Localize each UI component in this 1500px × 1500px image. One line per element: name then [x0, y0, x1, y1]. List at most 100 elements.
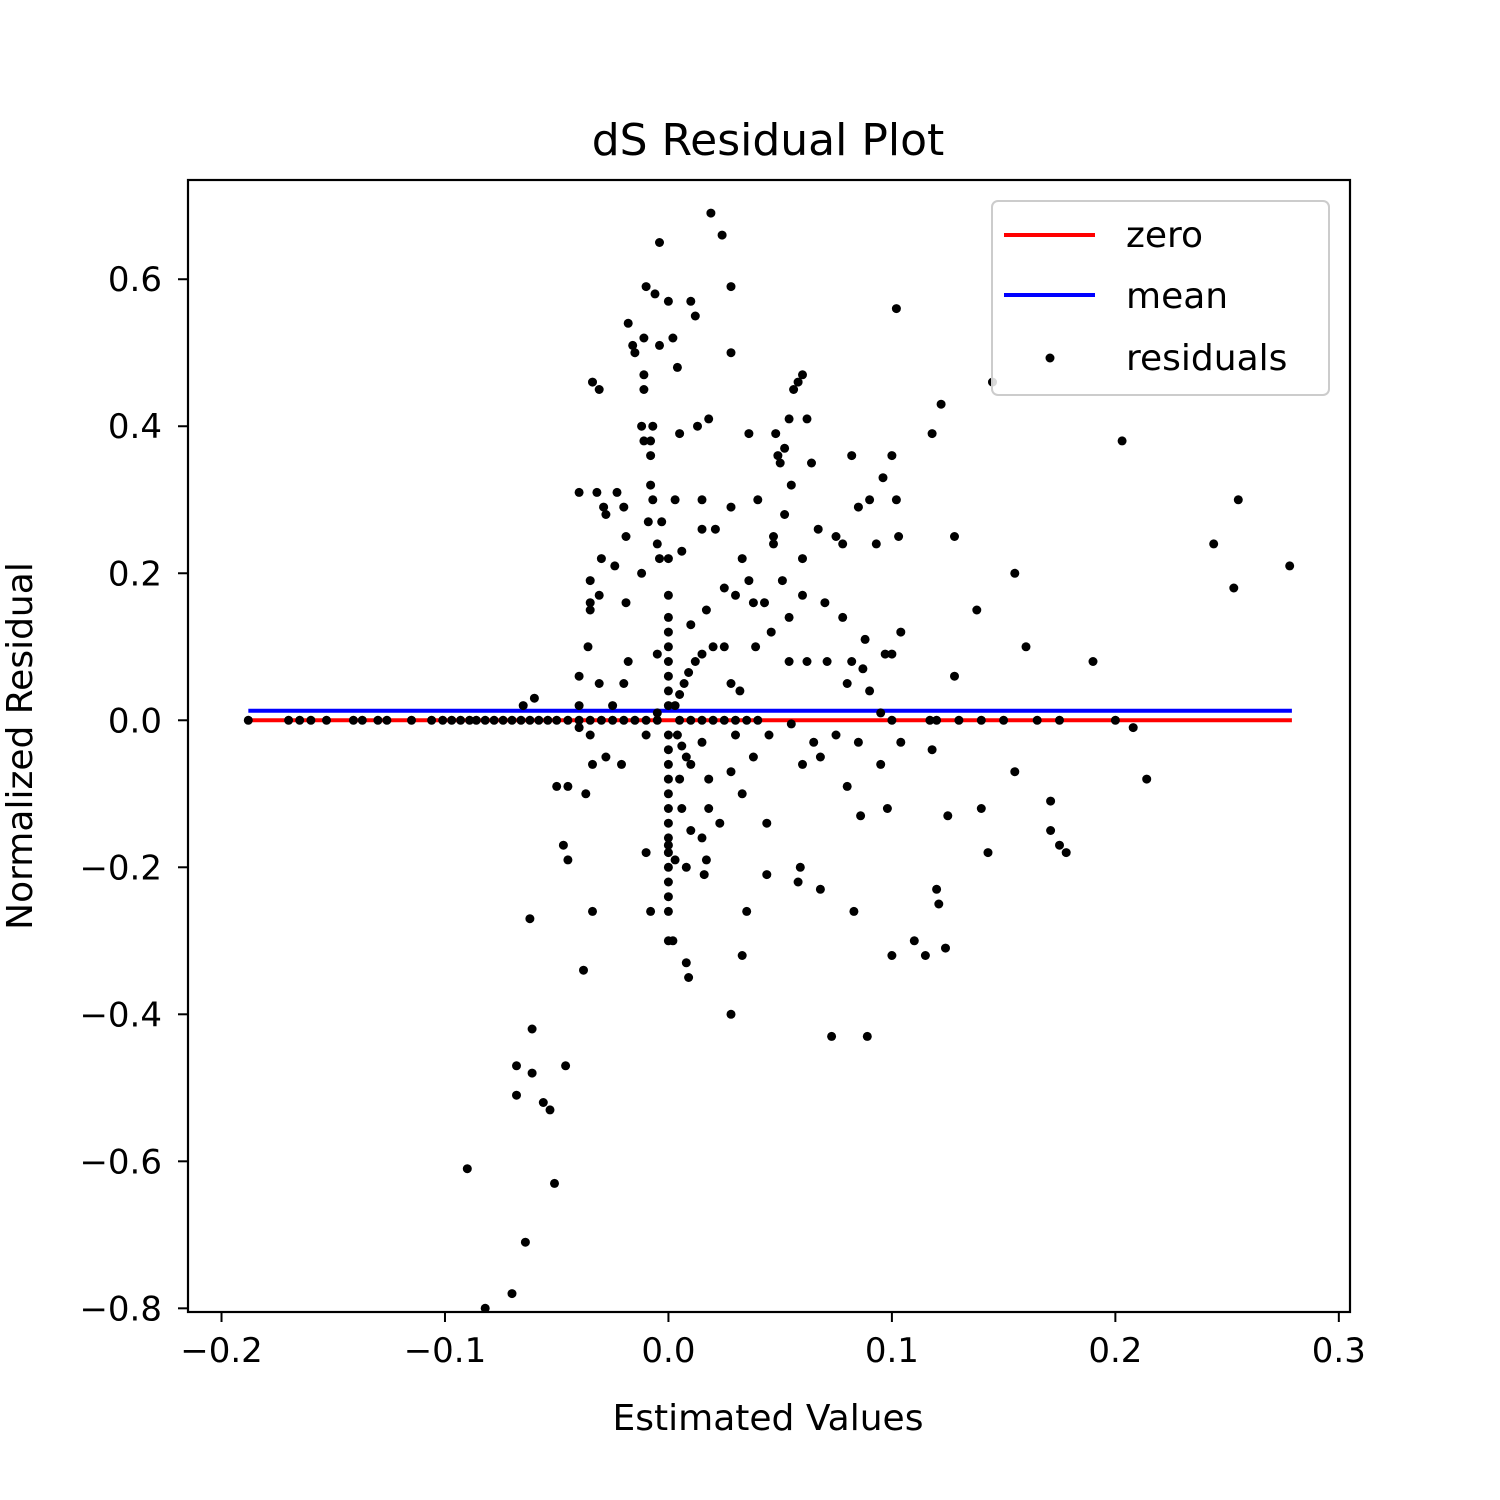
residual-point: [701, 605, 711, 615]
residual-point: [807, 458, 816, 468]
residual-point: [1046, 796, 1056, 806]
residual-point: [663, 612, 673, 622]
residual-point: [731, 730, 740, 740]
residual-point: [784, 657, 794, 666]
residual-point: [786, 719, 796, 729]
residual-point: [815, 884, 825, 894]
residual-point: [1209, 539, 1219, 549]
residual-point: [737, 789, 747, 799]
residual-point: [672, 730, 682, 740]
residual-point: [663, 818, 673, 828]
residual-point: [856, 811, 866, 821]
residual-point: [585, 715, 595, 725]
residual-point: [853, 737, 863, 747]
residual-point: [498, 715, 508, 725]
residual-point: [719, 642, 729, 652]
residual-point: [639, 333, 649, 343]
residual-point: [762, 870, 772, 880]
residual-point: [284, 715, 294, 725]
residual-point: [1010, 568, 1020, 578]
residual-point: [999, 715, 1009, 725]
residual-point: [775, 458, 785, 468]
residual-point: [972, 605, 982, 615]
residual-point: [887, 451, 897, 461]
residual-point: [737, 951, 747, 960]
residual-point: [652, 539, 662, 549]
residual-point: [480, 715, 490, 725]
y-tick-label: 0.2: [108, 554, 162, 594]
x-axis: −0.2 −0.1 0.0 0.1 0.2 0.3: [180, 1312, 1366, 1371]
residual-point: [663, 833, 673, 843]
residual-point: [686, 620, 696, 630]
residual-point: [574, 487, 584, 497]
residual-point: [552, 781, 562, 791]
residual-point: [1128, 723, 1138, 733]
residual-point: [563, 715, 573, 725]
residual-point: [887, 649, 897, 659]
residual-point: [525, 715, 535, 725]
residual-point: [601, 752, 611, 762]
residual-point: [715, 818, 725, 828]
x-tick-label: −0.2: [180, 1331, 263, 1371]
residual-point: [643, 517, 653, 527]
residual-point: [663, 701, 673, 711]
residual-point: [690, 657, 700, 666]
residual-point: [748, 598, 758, 608]
residual-point: [563, 855, 573, 865]
residual-point: [726, 282, 736, 292]
residual-point: [675, 774, 685, 784]
residual-point: [697, 495, 707, 505]
residual-point: [697, 833, 707, 843]
residual-point: [655, 554, 664, 564]
residual-point: [827, 1031, 837, 1041]
residual-point: [976, 804, 986, 813]
residual-point: [641, 715, 651, 725]
residual-point: [243, 715, 253, 725]
residual-point: [382, 715, 392, 725]
residual-point: [802, 414, 812, 424]
residual-point: [943, 811, 953, 821]
residual-point: [529, 693, 539, 703]
residual-point: [663, 686, 673, 696]
residual-point: [773, 451, 783, 461]
residual-point: [543, 715, 553, 725]
residual-point: [697, 737, 707, 747]
residual-point: [617, 759, 626, 769]
residual-point: [786, 480, 796, 490]
residual-point: [663, 789, 673, 799]
residual-point: [663, 892, 673, 902]
residual-point: [838, 539, 848, 549]
residual-point: [744, 576, 754, 586]
residual-point: [793, 377, 803, 387]
residual-point: [896, 737, 906, 747]
residual-point: [878, 473, 888, 483]
residual-point: [932, 715, 942, 725]
residual-point: [820, 598, 830, 608]
residual-point: [527, 1068, 537, 1078]
residual-point: [596, 715, 606, 725]
residual-point: [507, 1289, 517, 1299]
residual-point: [762, 818, 772, 828]
residual-point: [527, 1024, 537, 1034]
residual-point: [525, 914, 535, 924]
residual-point: [663, 848, 673, 858]
residual-point: [909, 936, 919, 946]
residual-point: [608, 715, 618, 725]
residual-point: [726, 767, 736, 777]
residual-point: [880, 649, 890, 659]
residual-point: [574, 671, 584, 681]
residual-point: [795, 862, 805, 872]
residual-point: [798, 759, 807, 769]
residual-point: [373, 715, 383, 725]
residual-point: [847, 451, 857, 461]
residual-point: [726, 679, 736, 688]
residual-point: [630, 348, 640, 358]
residual-point: [534, 715, 544, 725]
residual-point: [876, 708, 886, 718]
residual-point: [887, 951, 897, 960]
residual-point: [927, 429, 937, 439]
residual-point: [585, 576, 595, 586]
residual-point: [731, 590, 740, 600]
residual-point: [842, 781, 852, 791]
residual-point: [652, 649, 662, 659]
